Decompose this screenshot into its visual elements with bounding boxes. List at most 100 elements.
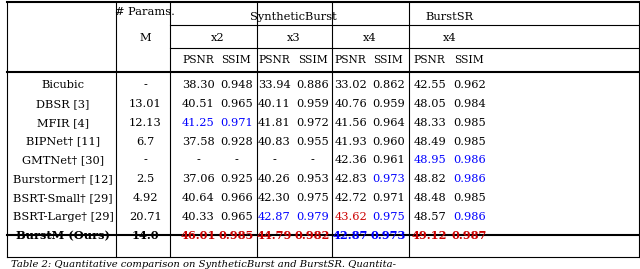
Text: 20.71: 20.71 [129, 212, 161, 222]
Text: 41.25: 41.25 [182, 118, 214, 128]
Text: 0.985: 0.985 [219, 230, 254, 241]
Text: 48.49: 48.49 [413, 137, 446, 147]
Text: 0.966: 0.966 [220, 193, 253, 203]
Text: 33.02: 33.02 [334, 80, 367, 90]
Text: 42.87: 42.87 [333, 230, 368, 241]
Text: SSIM: SSIM [374, 55, 403, 65]
Text: -: - [234, 155, 238, 165]
Text: 43.62: 43.62 [334, 212, 367, 222]
Text: SSIM: SSIM [454, 55, 484, 65]
Text: 42.83: 42.83 [334, 174, 367, 184]
Text: 0.925: 0.925 [220, 174, 253, 184]
Text: -: - [272, 155, 276, 165]
Text: 0.975: 0.975 [372, 212, 405, 222]
Text: 46.01: 46.01 [180, 230, 216, 241]
Text: 0.986: 0.986 [453, 155, 486, 165]
Text: 0.959: 0.959 [296, 99, 329, 109]
Text: GMTNet† [30]: GMTNet† [30] [22, 155, 104, 165]
Text: BurstSR: BurstSR [426, 12, 474, 22]
Text: 0.982: 0.982 [295, 230, 330, 241]
Text: MFIR [4]: MFIR [4] [37, 118, 89, 128]
Text: 0.948: 0.948 [220, 80, 253, 90]
Text: x2: x2 [211, 33, 224, 43]
Text: 48.33: 48.33 [413, 118, 446, 128]
Text: 0.979: 0.979 [296, 212, 329, 222]
Text: 0.971: 0.971 [372, 193, 405, 203]
Text: 38.30: 38.30 [182, 80, 214, 90]
Text: SSIM: SSIM [298, 55, 328, 65]
Text: 0.985: 0.985 [453, 193, 486, 203]
Text: SSIM: SSIM [221, 55, 251, 65]
Text: 42.36: 42.36 [334, 155, 367, 165]
Text: 12.13: 12.13 [129, 118, 161, 128]
Text: 40.11: 40.11 [258, 99, 291, 109]
Text: 40.83: 40.83 [258, 137, 291, 147]
Text: 0.986: 0.986 [453, 212, 486, 222]
Text: PSNR: PSNR [258, 55, 290, 65]
Text: 0.959: 0.959 [372, 99, 405, 109]
Text: Burstormer† [12]: Burstormer† [12] [13, 174, 113, 184]
Text: -: - [143, 80, 147, 90]
Text: 0.862: 0.862 [372, 80, 405, 90]
Text: 48.57: 48.57 [413, 212, 446, 222]
Text: # Params.: # Params. [115, 7, 175, 17]
Text: 48.05: 48.05 [413, 99, 446, 109]
Text: BSRT-Large† [29]: BSRT-Large† [29] [13, 212, 113, 222]
Text: 0.973: 0.973 [371, 230, 406, 241]
Text: 13.01: 13.01 [129, 99, 161, 109]
Text: 41.56: 41.56 [334, 118, 367, 128]
Text: 42.30: 42.30 [258, 193, 291, 203]
Text: 0.965: 0.965 [220, 99, 253, 109]
Text: 0.984: 0.984 [453, 99, 486, 109]
Text: 0.953: 0.953 [296, 174, 329, 184]
Text: PSNR: PSNR [182, 55, 214, 65]
Text: -: - [143, 155, 147, 165]
Text: 41.81: 41.81 [258, 118, 291, 128]
Text: 44.79: 44.79 [257, 230, 292, 241]
Text: 42.55: 42.55 [413, 80, 446, 90]
Text: 42.87: 42.87 [258, 212, 291, 222]
Text: x4: x4 [443, 33, 456, 43]
Text: 0.965: 0.965 [220, 212, 253, 222]
Text: 6.7: 6.7 [136, 137, 154, 147]
Text: 0.985: 0.985 [453, 118, 486, 128]
Text: 0.975: 0.975 [296, 193, 329, 203]
Text: 48.82: 48.82 [413, 174, 446, 184]
Text: 0.972: 0.972 [296, 118, 329, 128]
Text: 33.94: 33.94 [258, 80, 291, 90]
Text: 0.973: 0.973 [372, 174, 405, 184]
Text: Table 2: Quantitative comparison on SyntheticBurst and BurstSR. Quantita-: Table 2: Quantitative comparison on Synt… [11, 260, 396, 268]
Text: 49.12: 49.12 [412, 230, 447, 241]
Text: 0.985: 0.985 [453, 137, 486, 147]
Text: M: M [140, 33, 151, 43]
Text: PSNR: PSNR [335, 55, 367, 65]
Text: x4: x4 [363, 33, 376, 43]
Text: DBSR [3]: DBSR [3] [36, 99, 90, 109]
Text: -: - [310, 155, 315, 165]
Text: Bicubic: Bicubic [42, 80, 84, 90]
Text: 40.51: 40.51 [182, 99, 214, 109]
Text: 40.26: 40.26 [258, 174, 291, 184]
Text: 0.886: 0.886 [296, 80, 329, 90]
Text: 0.962: 0.962 [453, 80, 486, 90]
Text: 0.964: 0.964 [372, 118, 405, 128]
Text: 40.76: 40.76 [334, 99, 367, 109]
Text: 42.72: 42.72 [334, 193, 367, 203]
Text: 37.58: 37.58 [182, 137, 214, 147]
Text: 2.5: 2.5 [136, 174, 154, 184]
Text: BurstM (Ours): BurstM (Ours) [16, 230, 110, 241]
Text: x3: x3 [287, 33, 300, 43]
Text: 14.0: 14.0 [131, 230, 159, 241]
Text: PSNR: PSNR [413, 55, 445, 65]
Text: SyntheticBurst: SyntheticBurst [250, 12, 337, 22]
Text: BSRT-Small† [29]: BSRT-Small† [29] [13, 193, 113, 203]
Text: 37.06: 37.06 [182, 174, 214, 184]
Text: 4.92: 4.92 [132, 193, 158, 203]
Text: 40.33: 40.33 [182, 212, 214, 222]
Text: 0.971: 0.971 [220, 118, 253, 128]
Text: 0.928: 0.928 [220, 137, 253, 147]
Text: 0.960: 0.960 [372, 137, 405, 147]
Text: -: - [196, 155, 200, 165]
Text: 41.93: 41.93 [334, 137, 367, 147]
Text: 0.987: 0.987 [452, 230, 487, 241]
